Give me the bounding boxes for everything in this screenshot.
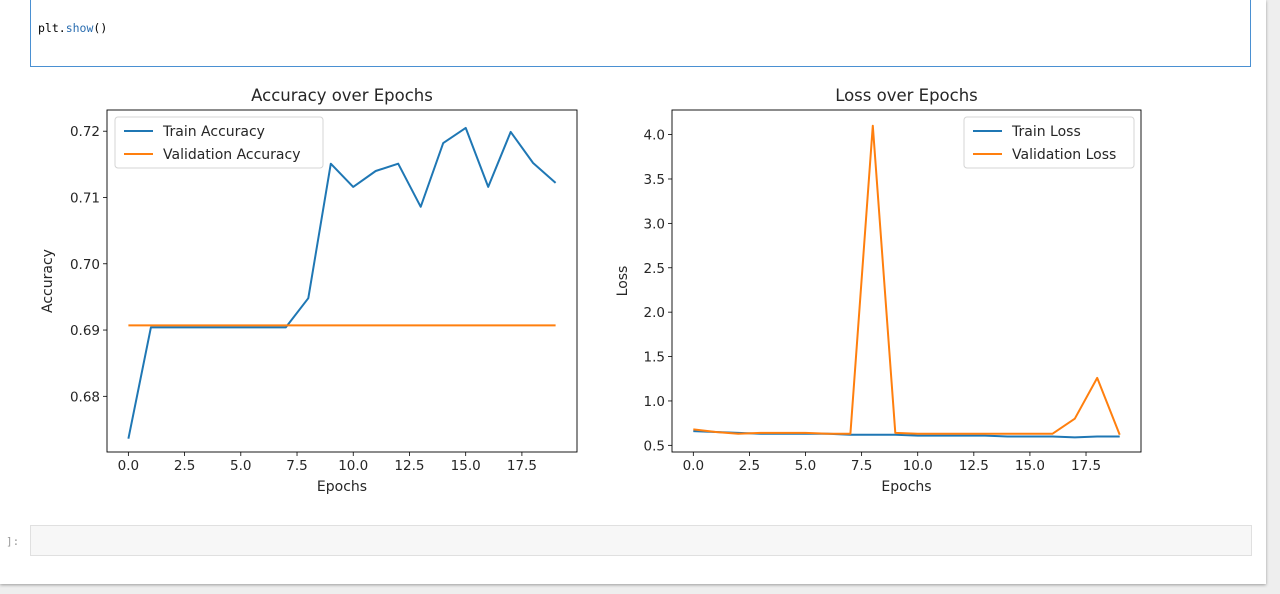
chart1-y-tick-label: 0.72 <box>70 124 100 140</box>
chart1-y-tick-label: 0.68 <box>70 389 100 405</box>
chart1-y-tick-label: 0.71 <box>70 190 100 206</box>
cell-prompt: ]: <box>6 535 20 548</box>
chart2-x-tick-label: 10.0 <box>903 458 933 474</box>
output-area: 0.0 2.5 5.0 7.5 10.0 12.5 15.0 17.5 0.68 0.69 0.70… <box>0 70 1266 510</box>
code-object: plt. <box>38 21 66 35</box>
chart1-legend-label-1: Train Accuracy <box>162 124 265 140</box>
chart1-x-tick-label: 7.5 <box>286 458 307 474</box>
empty-code-cell[interactable] <box>30 525 1252 556</box>
chart1-ylabel: Accuracy <box>40 249 56 313</box>
chart1-y-tick-label: 0.69 <box>70 323 100 339</box>
chart1-legend <box>114 116 324 169</box>
code-parens: () <box>93 21 108 35</box>
chart1-legend-label-2: Validation Accuracy <box>163 147 301 163</box>
chart2-y-tick-label: 2.0 <box>644 305 665 321</box>
chart1-x-tick-label: 12.5 <box>394 458 424 474</box>
chart2-x-tick-label: 7.5 <box>851 458 872 474</box>
chart2-y-tick-label: 3.5 <box>644 172 665 188</box>
code-function: show <box>65 21 94 35</box>
chart2-y-tick-label: 1.0 <box>644 394 665 410</box>
chart2-legend <box>963 116 1135 169</box>
chart2-y-tick-label: 2.5 <box>644 261 665 277</box>
chart1-x-tick-label: 10.0 <box>338 458 368 474</box>
chart1-y-tick-label: 0.70 <box>70 257 100 273</box>
chart2-legend-label-1: Train Loss <box>1011 124 1081 140</box>
chart2-legend-label-2: Validation Loss <box>1012 147 1116 163</box>
chart1-x-tick-label: 0.0 <box>118 458 139 474</box>
chart1-xlabel: Epochs <box>317 479 367 495</box>
chart2-y-tick-label: 3.0 <box>644 216 665 232</box>
notebook-panel: plt.show() 0.0 2.5 5.0 7.5 10.0 12.5 15.0 17.5 0… <box>0 0 1266 584</box>
chart2-y-tick-label: 1.5 <box>644 350 665 366</box>
chart2-x-tick-label: 0.0 <box>683 458 704 474</box>
chart2-series-line-2 <box>693 124 1121 436</box>
chart1-title: Accuracy over Epochs <box>251 86 433 105</box>
chart1-x-tick-label: 2.5 <box>174 458 195 474</box>
code-cell[interactable]: plt.show() <box>30 0 1251 67</box>
chart2-x-tick-label: 5.0 <box>795 458 816 474</box>
chart1-x-tick-label: 5.0 <box>230 458 251 474</box>
chart1-series-line-1 <box>127 126 557 439</box>
chart2-x-tick-label: 17.5 <box>1071 458 1101 474</box>
chart2-y-tick-label: 4.0 <box>644 128 665 144</box>
chart1-x-tick-label: 17.5 <box>507 458 537 474</box>
chart2-x-tick-label: 12.5 <box>959 458 989 474</box>
charts-figure: 0.0 2.5 5.0 7.5 10.0 12.5 15.0 17.5 0.68 0.69 0.70… <box>40 86 1142 495</box>
chart1-x-tick-label: 15.0 <box>451 458 481 474</box>
chart2-y-tick-label: 0.5 <box>644 438 665 454</box>
code-line: plt.show() <box>38 21 107 35</box>
chart2-x-tick-label: 2.5 <box>739 458 760 474</box>
chart2-xlabel: Epochs <box>881 479 931 495</box>
chart2-ylabel: Loss <box>615 266 631 297</box>
chart2-x-tick-label: 15.0 <box>1015 458 1045 474</box>
chart2-title: Loss over Epochs <box>835 86 978 105</box>
